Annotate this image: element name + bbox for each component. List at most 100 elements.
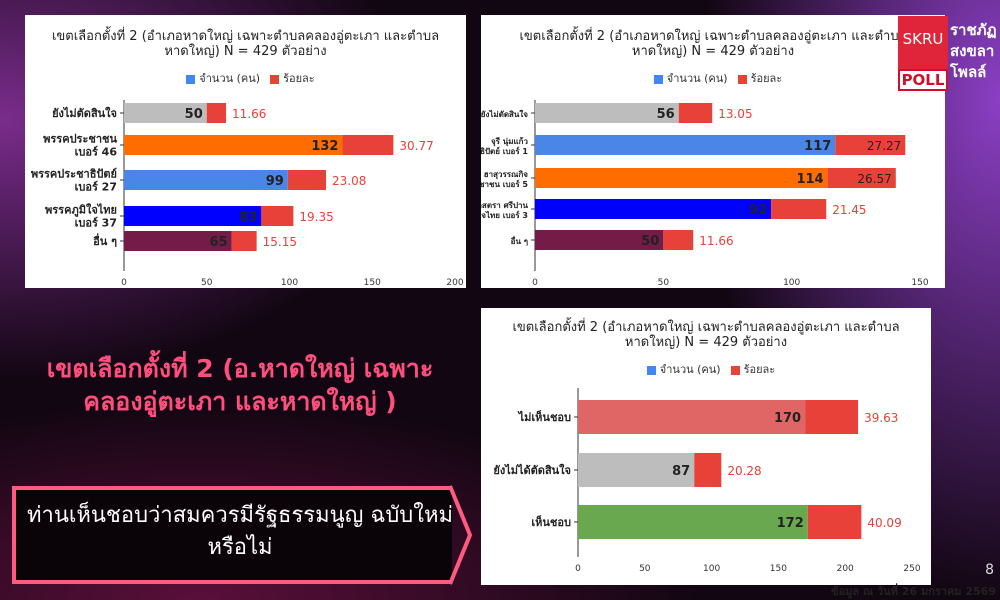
chart-plot: 0 50 100 150 200 250 170 39.63 ไม่เห็นชอบ 87 20.28… xyxy=(493,388,921,574)
slide-title: เขตเลือกตั้งที่ 2 (อ.หาดใหญ่ เฉพาะ คลองอ… xyxy=(46,354,434,416)
count-label: 56 xyxy=(657,107,675,122)
x-tick-label: 0 xyxy=(121,278,127,288)
legend: จำนวน (คน) ร้อยละ xyxy=(25,69,466,87)
count-label: 172 xyxy=(777,516,804,531)
count-label: 50 xyxy=(641,234,659,249)
category-label: พรรคภูมิใจไทย xyxy=(45,203,117,218)
percent-bar xyxy=(827,168,896,188)
percent-bar xyxy=(771,199,827,219)
percent-label: 19.35 xyxy=(299,210,333,224)
count-bar xyxy=(124,170,288,190)
category-label: พรรคภูมิใจไทย เบอร์ 3 xyxy=(481,210,528,221)
legend-percent: ร้อยละ xyxy=(283,72,315,85)
x-tick-label: 200 xyxy=(446,278,463,288)
count-bar xyxy=(124,135,343,155)
chart-candidate: เขตเลือกตั้งที่ 2 (อำเภอหาดใหญ่ เฉพาะตำบ… xyxy=(481,15,945,288)
x-tick-label: 250 xyxy=(903,564,920,574)
question-text: ท่านเห็นชอบว่าสมควรมีรัฐธรรมนูญ ฉบับใหม่… xyxy=(26,503,454,560)
percent-bar xyxy=(261,206,294,226)
category-label: ยังไม่ตัดสินใจ xyxy=(481,109,528,119)
percent-bar xyxy=(206,103,227,123)
count-label: 132 xyxy=(311,139,338,154)
x-tick-label: 100 xyxy=(281,278,298,288)
count-label: 65 xyxy=(209,235,227,250)
logo: SKRU POLL xyxy=(898,16,948,91)
logo-name: ราชภัฏ สงขลา โพลล์ xyxy=(950,21,997,81)
logo-mark: SKRU xyxy=(902,30,944,48)
category-label: พรรคประชาธิปัตย์ xyxy=(31,168,117,181)
percent-label: 13.05 xyxy=(718,107,752,121)
count-bar xyxy=(124,231,232,251)
category-label: นพ.สุภัทร ฮาสุวรรณกิจ xyxy=(481,170,528,180)
category-label: ไม่เห็นชอบ xyxy=(517,410,571,424)
count-label: 117 xyxy=(804,139,831,154)
page-number: 8 xyxy=(985,562,994,578)
percent-bar xyxy=(678,103,713,123)
category-label: จุรี นุ่มแก้ว xyxy=(491,136,529,147)
percent-label: 23.08 xyxy=(332,174,366,188)
x-tick-label: 0 xyxy=(532,278,538,288)
count-bar xyxy=(578,505,808,539)
count-label: 83 xyxy=(239,210,257,225)
percent-label: 21.45 xyxy=(832,203,866,217)
question-box xyxy=(12,486,452,584)
category-label: เห็นชอบ xyxy=(531,515,571,529)
count-label: 99 xyxy=(266,174,284,189)
category-label: พรรคประชาชน เบอร์ 5 xyxy=(481,179,528,189)
count-bar xyxy=(535,230,664,250)
category-label: อื่น ๆ xyxy=(93,233,117,248)
percent-bar xyxy=(231,231,257,251)
x-tick-label: 150 xyxy=(770,564,787,574)
count-label: 92 xyxy=(749,203,767,218)
percent-label: 15.15 xyxy=(263,235,297,249)
chart-title: เขตเลือกตั้งที่ 2 (อำเภอหาดใหญ่ เฉพาะตำบ… xyxy=(512,320,900,350)
count-bar xyxy=(535,168,828,188)
x-tick-label: 0 xyxy=(575,564,581,574)
chart-plot: 0 50 100 150 56 13.05 ยังไม่ตัดสินใจ 117 27.27 จุ… xyxy=(481,100,929,288)
percent-label: 27.27 xyxy=(867,139,901,153)
x-tick-label: 150 xyxy=(911,278,928,288)
chart-title: เขตเลือกตั้งที่ 2 (อำเภอหาดใหญ่ เฉพาะตำบ… xyxy=(51,29,440,59)
count-bar xyxy=(535,103,679,123)
percent-label: 30.77 xyxy=(399,139,433,153)
percent-label: 20.28 xyxy=(727,464,761,478)
count-bar xyxy=(578,453,695,487)
count-bar xyxy=(124,206,262,226)
legend-count: จำนวน (คน) xyxy=(659,363,721,376)
percent-bar xyxy=(694,453,722,487)
count-label: 170 xyxy=(774,411,801,426)
legend: จำนวน (คน) ร้อยละ xyxy=(481,69,945,87)
x-tick-label: 50 xyxy=(639,564,651,574)
x-tick-label: 200 xyxy=(837,564,854,574)
percent-label: 40.09 xyxy=(867,516,901,530)
percent-bar xyxy=(342,135,394,155)
x-tick-label: 100 xyxy=(703,564,720,574)
category-label: ยังไม่ตัดสินใจ xyxy=(52,106,117,120)
percent-label: 11.66 xyxy=(699,234,733,248)
count-label: 50 xyxy=(185,107,203,122)
percent-bar xyxy=(287,170,327,190)
x-tick-label: 50 xyxy=(201,278,213,288)
count-label: 87 xyxy=(672,464,690,479)
category-label: เบอร์ 37 xyxy=(75,217,117,230)
percent-label: 26.57 xyxy=(857,172,891,186)
category-label: พรรคประชาชน xyxy=(43,133,117,146)
percent-bar xyxy=(805,400,859,434)
percent-bar xyxy=(807,505,862,539)
count-label: 114 xyxy=(796,172,823,187)
category-label: อื่น ๆ xyxy=(510,235,528,246)
percent-label: 11.66 xyxy=(232,107,266,121)
percent-bar xyxy=(663,230,694,250)
legend-percent: ร้อยละ xyxy=(750,72,783,85)
category-label: ยังไม่ได้ตัดสินใจ xyxy=(493,463,571,477)
legend-count: จำนวน (คน) xyxy=(666,72,728,85)
count-bar xyxy=(535,135,836,155)
percent-bar xyxy=(835,135,906,155)
category-label: พรรคประชาธิปัตย์ เบอร์ 1 xyxy=(481,146,528,156)
category-label: เบอร์ 46 xyxy=(75,146,118,159)
percent-label: 39.63 xyxy=(864,411,898,425)
count-bar xyxy=(578,400,806,434)
x-tick-label: 150 xyxy=(364,278,381,288)
category-label: เบอร์ 27 xyxy=(75,181,117,194)
x-tick-label: 50 xyxy=(658,278,670,288)
